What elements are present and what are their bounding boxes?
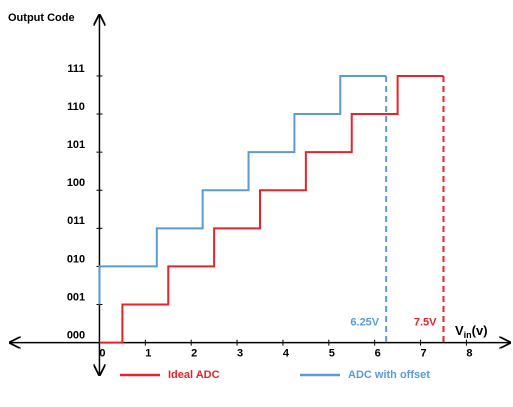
y-tick-label: 001 [67,291,85,303]
y-tick-label: 111 [67,63,84,75]
x-tick-label: 0 [99,348,105,360]
y-tick-label: 010 [67,253,85,265]
legend-label: Ideal ADC [168,369,220,381]
y-tick-label: 101 [67,139,85,151]
x-tick-label: 6 [375,348,381,360]
x-tick-label: 3 [237,348,243,360]
y-tick-label: 011 [67,215,85,227]
x-label-unit: (v) [472,323,488,338]
x-tick-label: 1 [145,348,151,360]
y-tick-label: 000 [67,330,85,342]
y-tick-label: 100 [67,177,85,189]
x-axis-title: Vin(v) [455,323,488,340]
step-line [98,74,387,305]
y-tick-label: 110 [67,101,85,113]
x-label-main: V [455,323,464,338]
step-line [99,74,444,344]
x-tick-label: 8 [466,348,472,360]
x-tick-label: 2 [191,348,197,360]
x-tick-label: 7 [420,348,426,360]
x-tick-label: 5 [329,348,335,360]
x-tick-label: 4 [283,348,290,360]
x-label-sub: in [464,330,472,340]
legend-label: ADC with offset [348,369,430,381]
end-label: 6.25V [350,317,379,329]
end-label: 7.5V [414,317,437,329]
y-axis-title: Output Code [8,12,75,24]
